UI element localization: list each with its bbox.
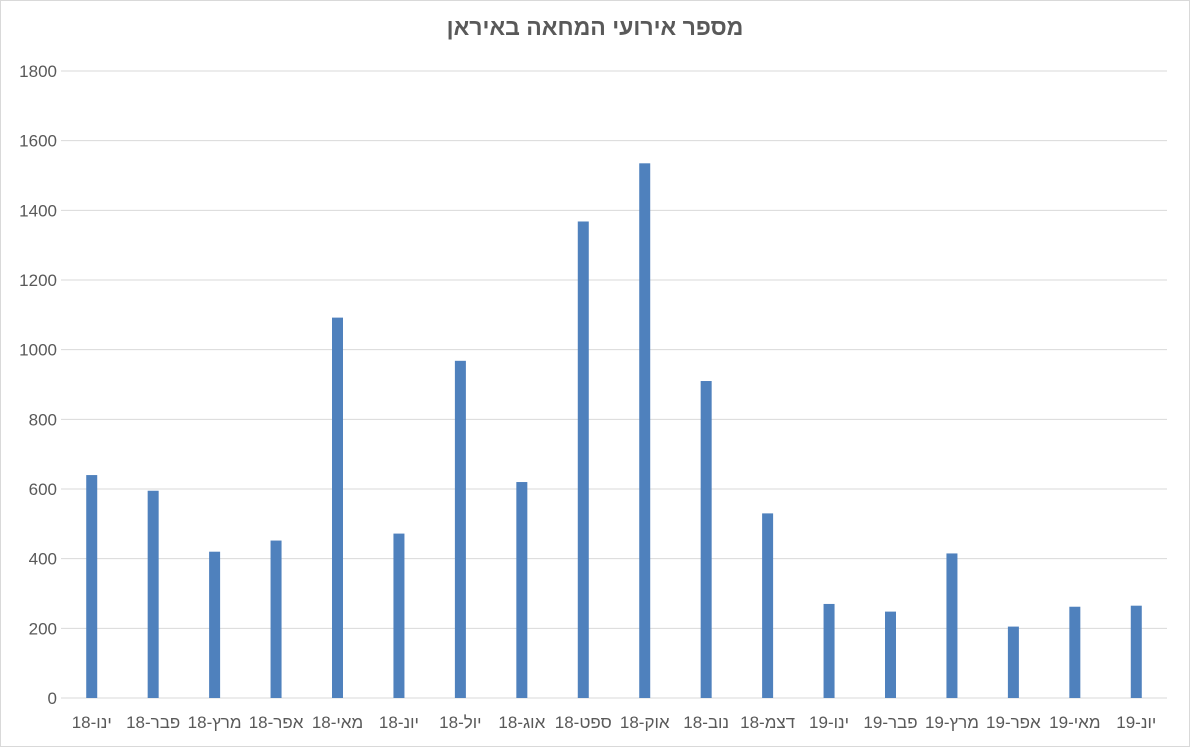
- x-tick-label: מרץ-18: [188, 713, 242, 732]
- x-tick-label: דצמ-18: [740, 713, 795, 732]
- bar: [454, 360, 466, 698]
- x-axis: ינו-18 פבר-18 מרץ-18 אפר-18 מאי-18 יונ-18 יול-…: [72, 713, 1157, 732]
- bar: [885, 611, 896, 698]
- x-tick-label: אוק-18: [620, 713, 670, 732]
- y-tick-label: 1000: [19, 341, 57, 360]
- chart-title: מספר אירועי המחאה באיראן: [446, 14, 744, 40]
- x-tick-label: יונ-18: [379, 713, 419, 732]
- bar: [1130, 605, 1142, 698]
- y-tick-label: 0: [48, 689, 57, 708]
- x-tick-label: יול-18: [439, 713, 481, 732]
- y-tick-label: 1200: [19, 271, 57, 290]
- x-tick-label: ינו-18: [72, 713, 112, 732]
- gridlines: [61, 70, 1167, 699]
- bars: [86, 163, 1142, 699]
- bar: [639, 163, 651, 698]
- x-tick-label: אפר-19: [986, 713, 1041, 732]
- bar: [700, 381, 712, 698]
- bar: [762, 513, 774, 698]
- bar: [147, 490, 159, 698]
- x-tick-label: ינו-19: [809, 713, 849, 732]
- y-tick-label: 1600: [19, 132, 57, 151]
- bar: [1007, 626, 1019, 698]
- x-tick-label: מאי-19: [1049, 713, 1100, 732]
- y-tick-label: 400: [29, 550, 57, 569]
- bar: [577, 221, 589, 699]
- y-tick-label: 600: [29, 480, 57, 499]
- bar: [516, 482, 528, 698]
- x-tick-label: אוג-18: [498, 713, 545, 732]
- x-tick-label: פבר-19: [863, 713, 917, 732]
- x-tick-label: מרץ-19: [925, 713, 979, 732]
- x-tick-label: נוב-18: [683, 713, 729, 732]
- bar: [86, 475, 98, 698]
- y-tick-label: 800: [29, 410, 57, 429]
- bar: [1069, 606, 1081, 698]
- bar: [946, 553, 958, 698]
- bar: [209, 551, 221, 698]
- y-tick-label: 200: [29, 619, 57, 638]
- y-tick-label: 1800: [19, 62, 57, 81]
- bar: [393, 533, 405, 698]
- x-tick-label: אפר-18: [249, 713, 304, 732]
- bar: [332, 317, 343, 698]
- y-axis: 0 200 400 600 800 1000 1200 1400 1600 1800: [19, 62, 57, 708]
- x-tick-label: מאי-18: [312, 713, 363, 732]
- bar: [270, 540, 282, 698]
- x-tick-label: פבר-18: [126, 713, 180, 732]
- x-tick-label: ספט-18: [555, 713, 612, 732]
- y-tick-label: 1400: [19, 201, 57, 220]
- x-tick-label: יונ-19: [1116, 713, 1156, 732]
- bar: [823, 603, 835, 698]
